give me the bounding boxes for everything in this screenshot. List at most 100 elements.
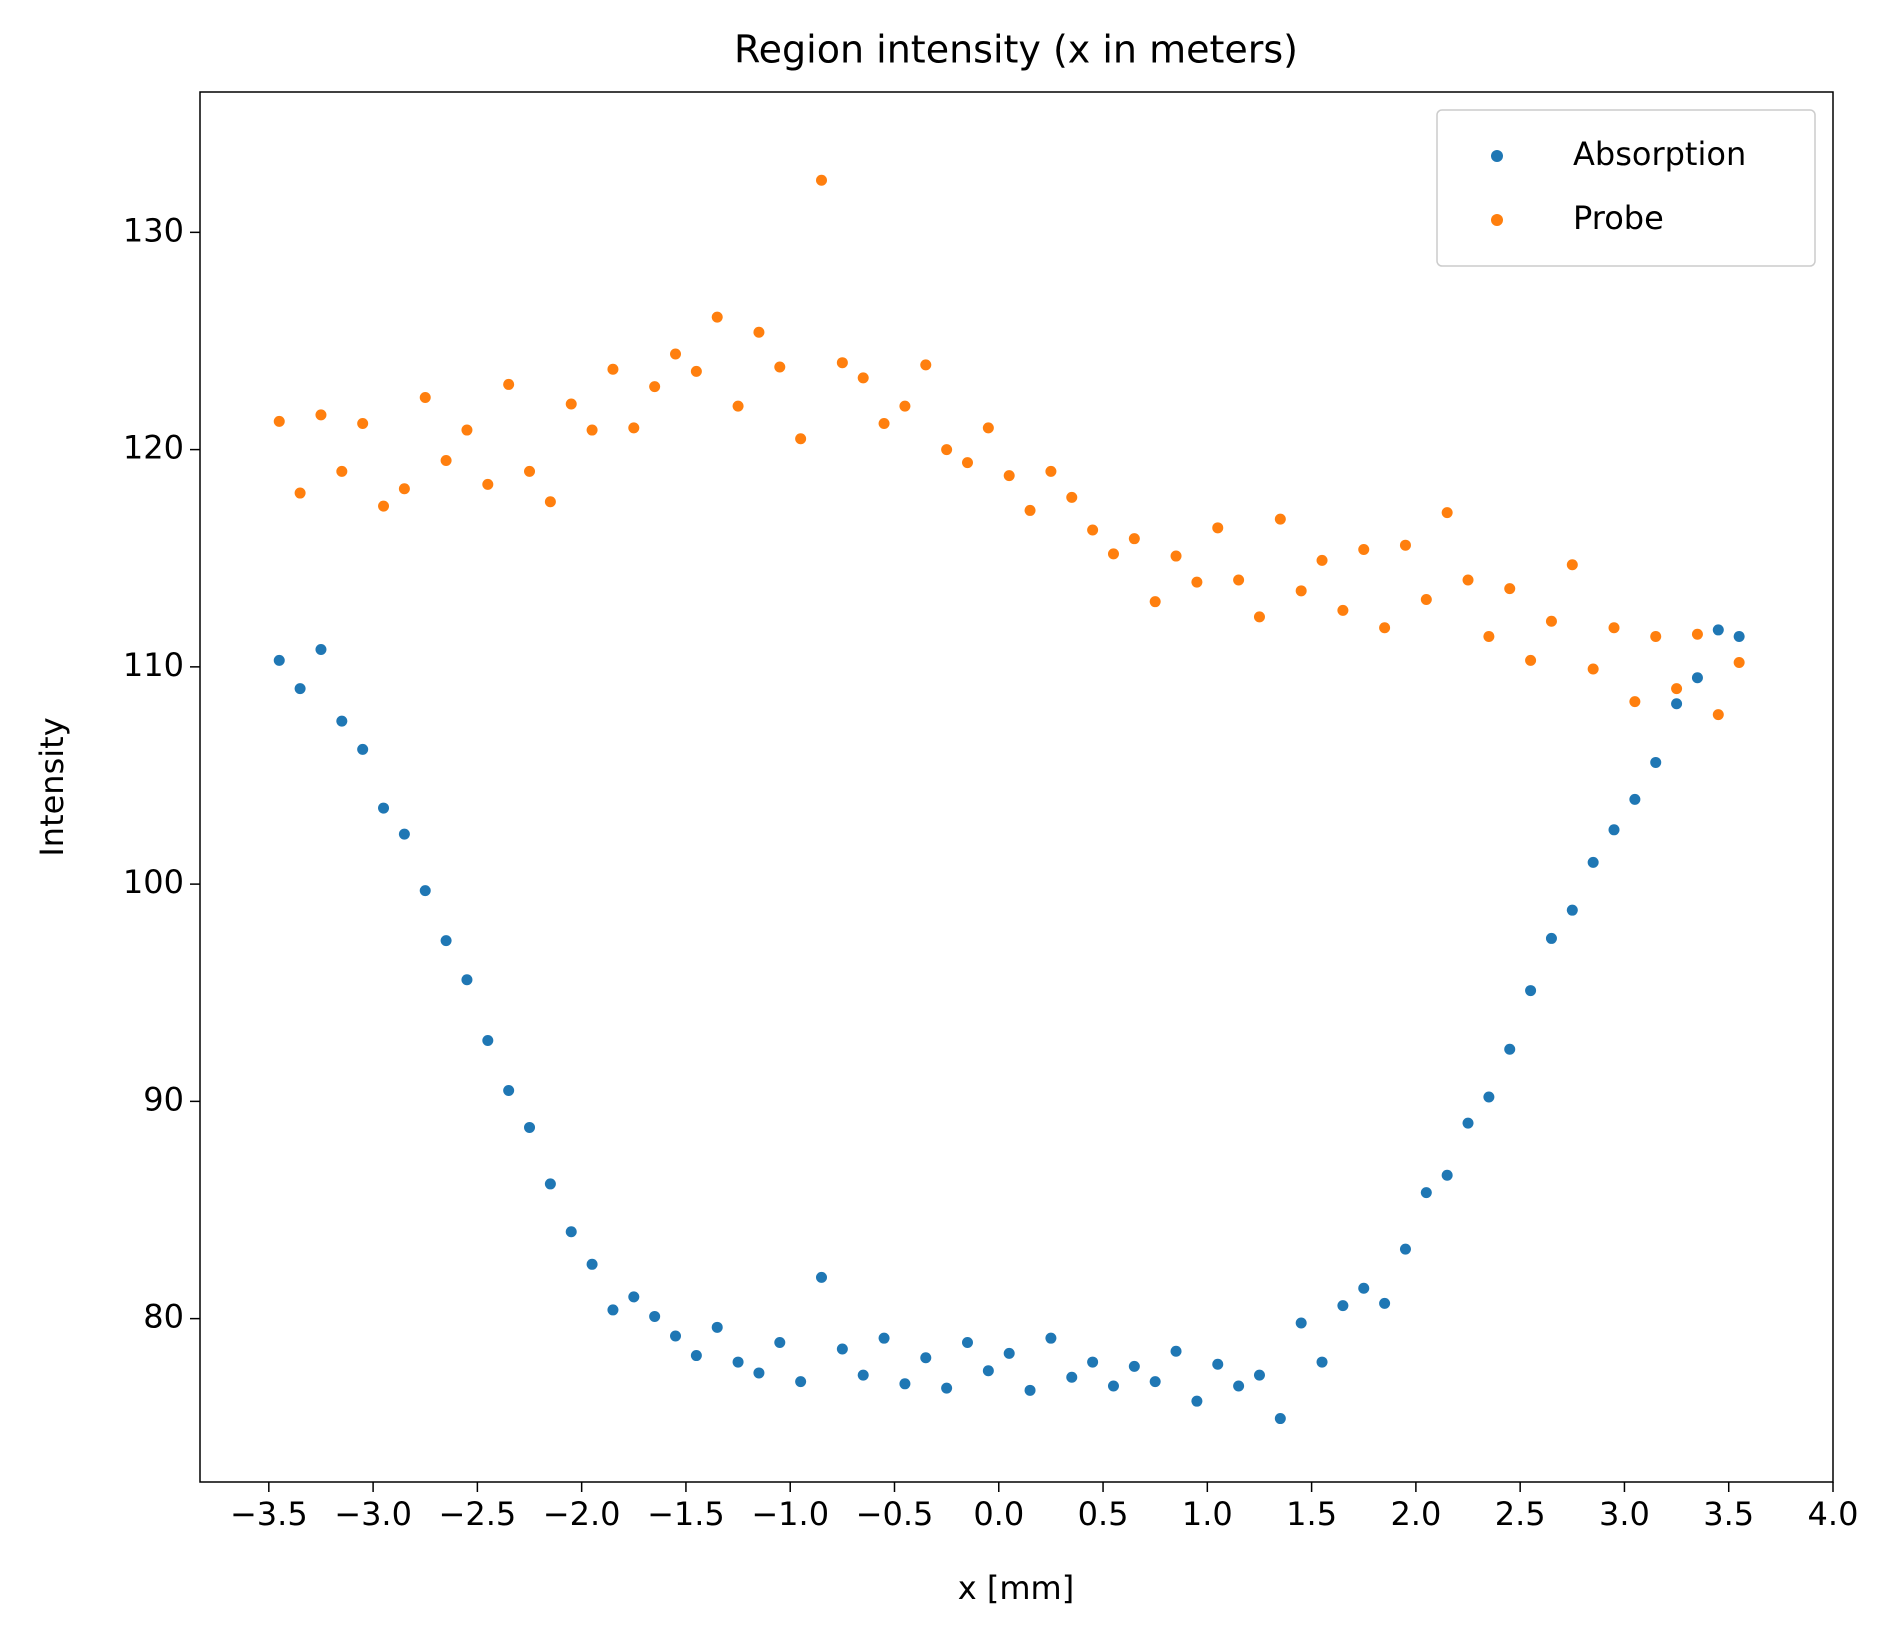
point: [1024, 1384, 1036, 1396]
x-tick-label: 0.5: [1078, 1495, 1129, 1533]
point: [1316, 554, 1328, 566]
point: [482, 1035, 494, 1047]
point: [503, 1085, 515, 1097]
point: [878, 1332, 890, 1344]
point: [1379, 1297, 1391, 1309]
point: [1066, 491, 1078, 503]
point: [795, 433, 807, 445]
point: [1504, 583, 1516, 595]
point: [1003, 470, 1015, 482]
legend-marker: [1491, 150, 1503, 162]
point: [1399, 1243, 1411, 1255]
point: [1212, 522, 1224, 534]
point: [1712, 624, 1724, 636]
point: [961, 1337, 973, 1349]
point: [1733, 657, 1745, 669]
point: [1504, 1043, 1516, 1055]
point: [690, 365, 702, 377]
point: [899, 400, 911, 412]
point: [1149, 1376, 1161, 1388]
point: [753, 1367, 765, 1379]
x-tick-label: 1.0: [1182, 1495, 1233, 1533]
point: [1358, 544, 1370, 556]
point: [315, 409, 327, 421]
point: [774, 361, 786, 373]
point: [1629, 793, 1641, 805]
point: [336, 715, 348, 727]
point: [1358, 1282, 1370, 1294]
point: [461, 974, 473, 986]
plot-frame: [199, 91, 1834, 1483]
point: [920, 359, 932, 371]
point: [732, 1356, 744, 1368]
point: [565, 1226, 577, 1238]
point: [1233, 574, 1245, 586]
point: [1045, 1332, 1057, 1344]
point: [1024, 504, 1036, 516]
point: [1671, 683, 1683, 695]
point: [1253, 1369, 1265, 1381]
point: [336, 465, 348, 477]
point: [857, 1369, 869, 1381]
point: [315, 643, 327, 655]
point: [961, 457, 973, 469]
point: [1337, 1300, 1349, 1312]
point: [1545, 932, 1557, 944]
point: [1545, 615, 1557, 627]
point: [732, 400, 744, 412]
point: [419, 885, 431, 897]
point: [690, 1350, 702, 1362]
point: [1650, 756, 1662, 768]
point: [1399, 539, 1411, 551]
x-tick-label: 0.0: [973, 1495, 1024, 1533]
point: [1671, 698, 1683, 710]
point: [524, 1121, 536, 1133]
point: [1733, 630, 1745, 642]
x-tick-label: −2.5: [439, 1495, 517, 1533]
x-tick-label: 2.0: [1390, 1495, 1441, 1533]
point: [1066, 1371, 1078, 1383]
point: [357, 418, 369, 430]
point: [878, 418, 890, 430]
point: [1087, 524, 1099, 536]
point: [1483, 1091, 1495, 1103]
x-tick-label: 4.0: [1808, 1495, 1859, 1533]
y-tick-label: 100: [123, 863, 184, 901]
point: [836, 357, 848, 369]
point: [1629, 696, 1641, 708]
point: [1191, 576, 1203, 588]
point: [1483, 630, 1495, 642]
point: [1045, 465, 1057, 477]
point: [607, 363, 619, 375]
y-tick-label: 120: [123, 429, 184, 467]
point: [294, 683, 306, 695]
point: [1295, 1317, 1307, 1329]
point: [1107, 1380, 1119, 1392]
x-tick-label: −3.0: [334, 1495, 412, 1533]
point: [586, 424, 598, 436]
point: [273, 654, 285, 666]
point: [753, 326, 765, 338]
point: [1087, 1356, 1099, 1368]
point: [1170, 1345, 1182, 1357]
legend-marker: [1491, 214, 1503, 226]
point: [1420, 594, 1432, 606]
point: [1608, 622, 1620, 634]
point: [899, 1378, 911, 1390]
point: [670, 348, 682, 360]
x-tick-label: 3.5: [1703, 1495, 1754, 1533]
point: [524, 465, 536, 477]
x-tick-label: 3.0: [1599, 1495, 1650, 1533]
point: [378, 500, 390, 512]
point: [1691, 628, 1703, 640]
point: [941, 1382, 953, 1394]
point: [565, 398, 577, 410]
point: [586, 1258, 598, 1270]
point: [670, 1330, 682, 1342]
point: [982, 422, 994, 434]
point: [1379, 622, 1391, 634]
point: [815, 174, 827, 186]
point: [607, 1304, 619, 1316]
point: [1587, 663, 1599, 675]
